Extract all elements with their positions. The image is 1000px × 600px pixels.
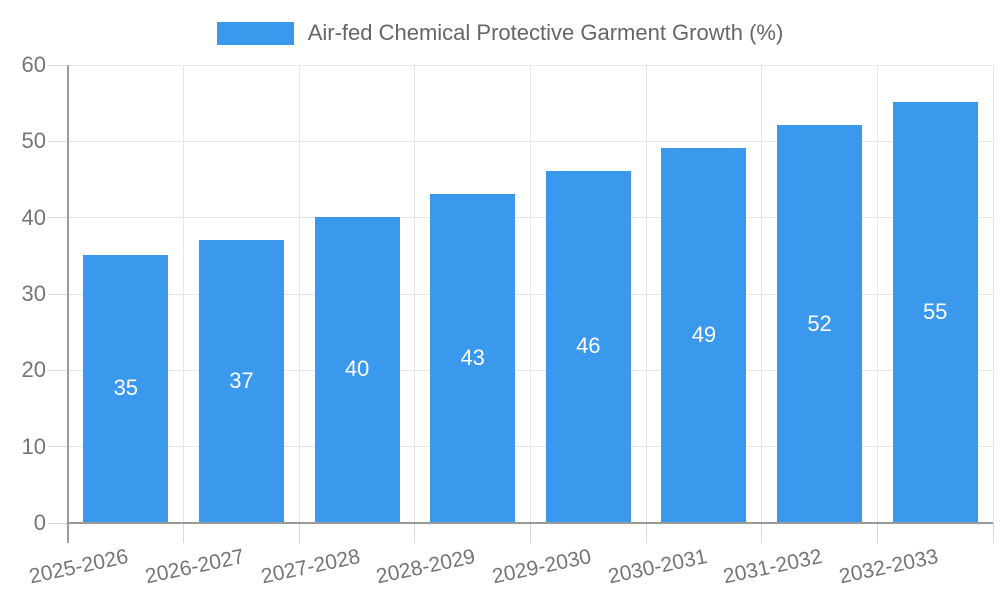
y-axis-tick-label: 20 [21,357,46,383]
y-axis-tick-label: 10 [21,433,46,459]
x-axis-tick [645,523,647,543]
y-axis-tick-label: 30 [21,281,46,306]
bar[interactable]: 46 [545,170,631,522]
legend-swatch [216,21,294,45]
x-axis-tick-label: 2032-2033 [836,545,940,589]
v-gridline [298,65,300,523]
bar[interactable]: 43 [430,193,516,522]
v-gridline [414,65,416,523]
y-axis-tick-label: 50 [21,128,46,154]
x-axis-tick [992,523,994,543]
bar-value-label: 49 [691,321,717,347]
bar-value-label: 46 [576,333,601,359]
y-axis-tick [48,64,68,66]
v-gridline [761,65,763,523]
y-axis-tick-label: 60 [21,52,46,77]
y-axis-tick [48,446,68,448]
bar[interactable]: 40 [314,216,400,522]
v-gridline [183,65,185,523]
x-axis-tick [298,523,300,543]
x-axis-tick-label: 2026-2027 [143,545,247,589]
bar[interactable]: 49 [661,147,747,522]
x-axis-tick-label: 2029-2030 [490,545,594,589]
y-axis-tick-label: 0 [33,510,46,535]
bar-value-label: 43 [460,344,485,370]
legend-series-label: Air-fed Chemical Protective Garment Grow… [307,20,784,45]
x-axis-tick [876,523,878,543]
x-axis-tick-label: 2031-2032 [721,545,825,589]
x-axis-tick-label: 2030-2031 [605,545,709,589]
y-axis-line [67,65,69,543]
v-gridline [530,65,531,523]
y-axis-tick [48,217,68,219]
y-axis-tick [48,522,68,524]
x-axis-tick-label: 2025-2026 [27,545,131,589]
x-axis-tick [183,523,185,543]
x-axis-tick-label: 2028-2029 [374,545,478,589]
y-axis-tick-label: 40 [21,204,46,230]
bar-value-label: 40 [344,356,370,382]
x-axis-tick [414,523,416,543]
bar-value-label: 52 [807,310,832,336]
y-axis-tick [48,140,68,142]
x-axis-tick [530,523,531,543]
bar-value-label: 55 [922,299,948,325]
x-axis-line [68,522,993,524]
bar-value-label: 37 [229,367,254,393]
bar-value-label: 35 [113,375,139,401]
bar[interactable]: 37 [198,239,284,522]
chart-legend[interactable]: Air-fed Chemical Protective Garment Grow… [0,20,1000,46]
bar[interactable]: 35 [83,254,169,522]
y-axis-tick [48,369,68,371]
v-gridline [992,65,994,523]
v-gridline [876,65,878,523]
v-gridline [645,65,647,523]
x-axis-tick-label: 2027-2028 [258,545,362,589]
y-axis-tick [48,293,68,295]
x-axis-tick [761,523,763,543]
bar[interactable]: 55 [892,102,978,522]
bar[interactable]: 52 [777,125,863,522]
